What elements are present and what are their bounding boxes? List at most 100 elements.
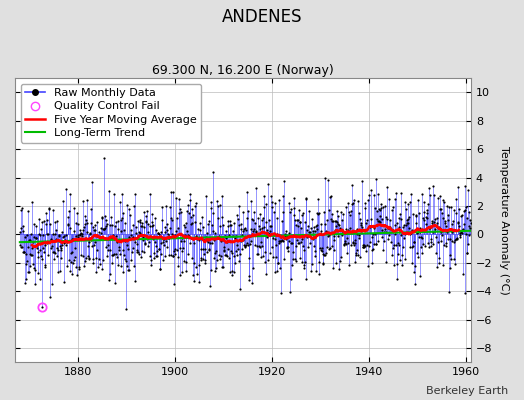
Point [370, 241, 378, 248]
Point [281, 233, 290, 239]
Point [234, 246, 242, 252]
Point [326, 244, 334, 251]
Point [198, 236, 206, 242]
Point [91, 227, 99, 233]
Point [142, 218, 150, 225]
Point [392, 190, 400, 196]
Point [345, 262, 354, 269]
Point [196, 254, 205, 261]
Point [89, 260, 97, 266]
Point [44, 230, 52, 237]
Point [308, 216, 316, 222]
Point [433, 215, 442, 221]
Point [155, 230, 163, 237]
Point [400, 234, 408, 241]
Point [402, 206, 410, 212]
Point [300, 265, 309, 271]
Point [425, 243, 433, 250]
Point [161, 253, 169, 259]
Point [84, 253, 92, 260]
Point [108, 252, 117, 258]
Point [41, 262, 49, 268]
Point [232, 248, 240, 254]
Point [245, 277, 253, 283]
Point [239, 226, 248, 232]
Point [457, 229, 465, 235]
Point [235, 203, 244, 209]
Point [111, 223, 119, 230]
Point [196, 245, 205, 252]
Point [18, 205, 27, 212]
Point [280, 178, 288, 184]
Point [419, 241, 428, 247]
Point [429, 241, 437, 247]
Point [118, 214, 126, 221]
Point [79, 198, 87, 204]
Point [295, 207, 303, 214]
Point [268, 244, 277, 250]
Point [386, 226, 395, 232]
Point [443, 217, 452, 223]
Point [340, 241, 348, 247]
Point [21, 276, 30, 282]
Point [285, 200, 293, 206]
Point [297, 238, 305, 245]
Point [364, 197, 373, 204]
Point [90, 227, 98, 233]
Point [66, 225, 74, 232]
Point [80, 263, 88, 269]
Point [463, 215, 471, 221]
Point [16, 225, 25, 232]
Point [339, 211, 347, 217]
Point [265, 230, 273, 237]
Point [79, 227, 88, 234]
Point [424, 224, 433, 231]
Point [216, 256, 225, 262]
Point [237, 246, 246, 253]
Point [171, 251, 179, 258]
Point [25, 250, 34, 257]
Point [98, 266, 106, 273]
Point [180, 238, 189, 244]
Point [302, 196, 311, 202]
Point [366, 223, 375, 230]
Point [305, 229, 313, 236]
Point [41, 264, 49, 270]
Point [50, 218, 59, 225]
Point [465, 209, 474, 216]
Point [356, 216, 364, 222]
Point [344, 226, 353, 233]
Point [340, 229, 348, 235]
Point [409, 238, 418, 245]
Point [374, 238, 383, 244]
Point [335, 226, 344, 233]
Point [399, 224, 408, 230]
Point [68, 236, 76, 242]
Point [310, 224, 318, 230]
Point [353, 226, 362, 232]
Point [177, 237, 185, 244]
Point [344, 240, 352, 246]
Point [453, 184, 462, 190]
Point [296, 219, 304, 225]
Point [200, 236, 209, 243]
Point [179, 244, 188, 251]
Point [365, 238, 374, 245]
Point [412, 250, 421, 256]
Point [80, 258, 89, 264]
Point [236, 221, 245, 228]
Point [180, 258, 188, 264]
Point [375, 212, 384, 219]
Point [394, 240, 402, 246]
Point [439, 262, 447, 268]
Point [416, 272, 424, 279]
Point [16, 228, 24, 235]
Point [391, 196, 399, 202]
Point [225, 218, 234, 224]
Point [112, 218, 121, 225]
Point [199, 255, 207, 262]
Point [380, 202, 389, 209]
Point [52, 227, 60, 234]
Point [205, 246, 214, 253]
Point [231, 269, 239, 275]
